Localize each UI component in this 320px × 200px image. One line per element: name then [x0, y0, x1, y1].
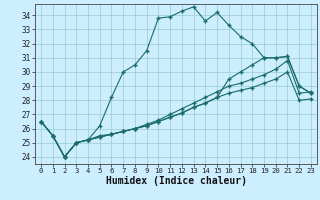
X-axis label: Humidex (Indice chaleur): Humidex (Indice chaleur): [106, 176, 246, 186]
